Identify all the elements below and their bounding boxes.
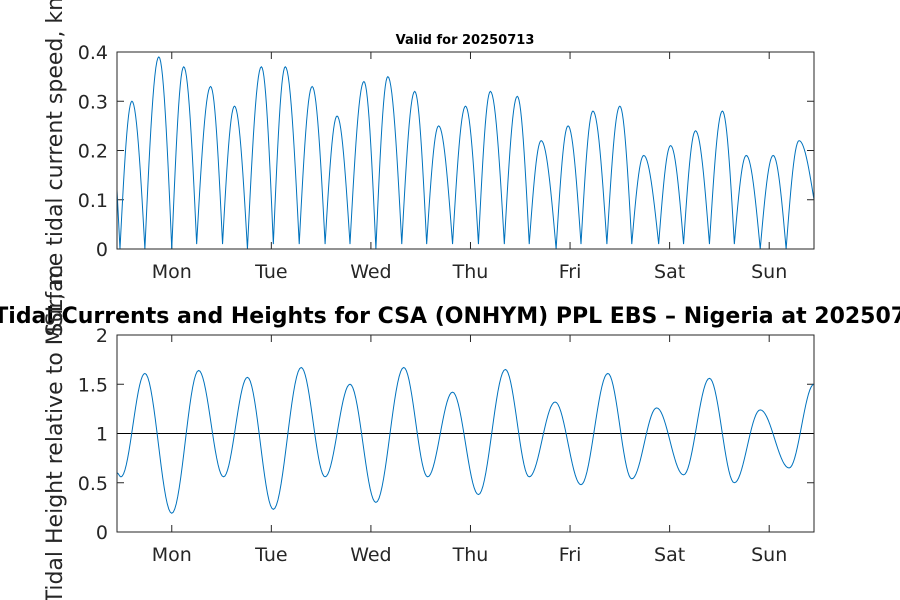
height-xtick-label: Sun — [751, 544, 787, 566]
main-title: Tidal Currents and Heights for CSA (ONHY… — [0, 304, 900, 329]
speed-xtick-label: Thu — [452, 261, 489, 283]
speed-ytick-label: 0.2 — [78, 141, 108, 163]
height-xtick-label: Sat — [654, 544, 685, 566]
speed-plot-area — [117, 52, 814, 249]
height-xtick-label: Fri — [559, 544, 582, 566]
speed-xtick-label: Sat — [654, 261, 685, 283]
speed-series-line — [116, 56, 815, 250]
height-axes-box — [116, 334, 815, 533]
height-tick-labels: 0 0.5 1 1.5 2 Mon Tue Wed Thu Fri Sat Sun — [78, 325, 787, 566]
height-series-line — [116, 366, 815, 514]
speed-panel-title: Valid for 20250713 — [396, 33, 535, 48]
speed-ytick-label: 0.4 — [78, 42, 108, 64]
speed-ytick-label: 0 — [96, 239, 108, 261]
speed-tick-labels: 0 0.1 0.2 0.3 0.4 Mon Tue Wed Thu Fri Sat Sun — [78, 42, 787, 283]
speed-xtick-label: Tue — [254, 261, 287, 283]
speed-xtick-label: Mon — [152, 261, 192, 283]
speed-panel: 0 0.1 0.2 0.3 0.4 Mon Tue Wed Thu Fri Sat Sun Valid… — [78, 33, 815, 283]
height-xtick-label: Tue — [254, 544, 287, 566]
height-ytick-label: 2 — [96, 325, 108, 347]
speed-xtick-label: Fri — [559, 261, 582, 283]
height-xtick-label: Wed — [350, 544, 391, 566]
height-ytick-label: 1.5 — [78, 374, 108, 396]
speed-axes-box — [116, 51, 815, 250]
height-panel: 0 0.5 1 1.5 2 Mon Tue Wed Thu Fri Sat Sun — [78, 325, 815, 566]
height-ytick-label: 1 — [96, 424, 108, 446]
speed-ytick-label: 0.3 — [78, 91, 108, 113]
speed-xtick-label: Sun — [751, 261, 787, 283]
height-ytick-label: 0.5 — [78, 473, 108, 495]
height-ylabel: Tidal Height relative to MSL, m — [43, 265, 68, 600]
height-xtick-label: Mon — [152, 544, 192, 566]
speed-ytick-label: 0.1 — [78, 190, 108, 212]
speed-xtick-label: Wed — [350, 261, 391, 283]
height-ytick-label: 0 — [96, 522, 108, 544]
speed-ylabel: Surface tidal current speed, knots — [43, 0, 68, 337]
height-xtick-label: Thu — [452, 544, 489, 566]
